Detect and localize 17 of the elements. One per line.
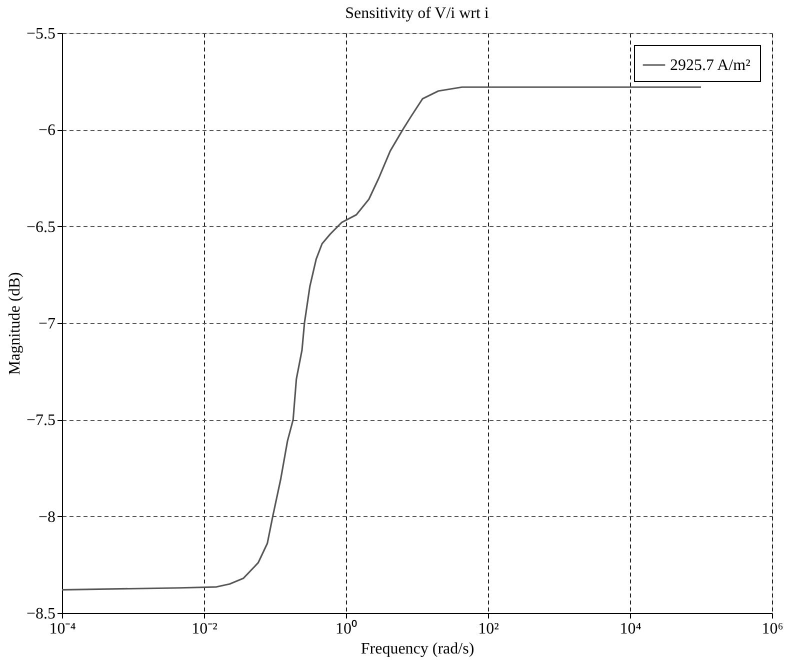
y-tick-label: −7: [38, 316, 56, 332]
x-tick-label: 10⁶: [762, 620, 784, 638]
x-tick-label: 10⁻⁴: [49, 620, 76, 638]
y-tick-label: −8: [38, 508, 56, 526]
y-tick-label: −5.5: [26, 26, 56, 42]
y-tick-label: −6.5: [26, 218, 56, 236]
chart-title: Sensitivity of V/i wrt i: [345, 5, 490, 22]
x-tick-label: 10⁻²: [192, 620, 218, 638]
x-tick-label: 10²: [478, 620, 500, 638]
x-tick-label: 10⁰: [336, 620, 358, 638]
y-tick-label: −8.5: [26, 606, 56, 622]
x-tick-label: 10⁴: [620, 620, 642, 638]
legend-label: 2925.7 A/m²: [670, 57, 751, 74]
x-axis-title: Frequency (rad/s): [360, 640, 474, 658]
y-tick-label: −7.5: [26, 412, 56, 430]
y-tick-label: −6: [38, 122, 56, 140]
y-axis-title: Magnitude (dB): [6, 272, 24, 375]
